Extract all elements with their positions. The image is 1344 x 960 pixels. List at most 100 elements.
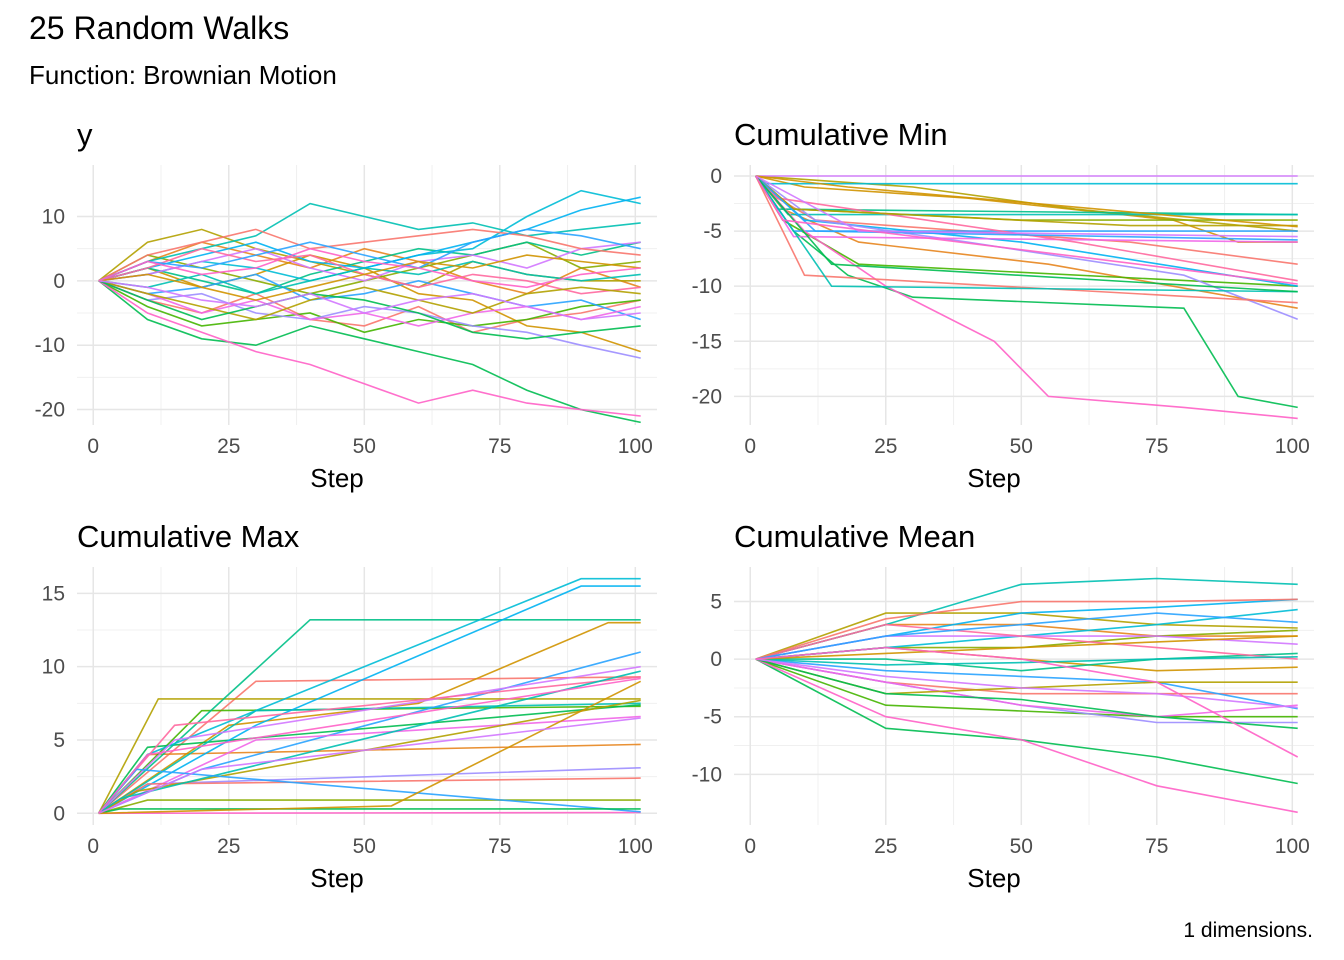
chart-caption: 1 dimensions. — [1183, 919, 1313, 942]
y-tick-label: -10 — [35, 334, 65, 357]
series-line — [98, 280, 641, 334]
x-axis-label: Step — [310, 463, 364, 493]
x-tick-label: 100 — [1275, 835, 1310, 858]
series-line — [98, 228, 641, 282]
series-line — [755, 598, 1298, 660]
x-tick-label: 50 — [353, 435, 376, 458]
chart-subtitle: Function: Brownian Motion — [29, 60, 337, 90]
series-line — [98, 280, 641, 417]
facet-panel: 0 25 50 75 100 0 5 10 15 Cumulative Max Step — [42, 519, 657, 893]
x-tick-label: 25 — [874, 435, 897, 458]
series-line — [755, 658, 1298, 730]
y-tick-label: 0 — [53, 270, 65, 293]
x-tick-label: 75 — [1145, 835, 1168, 858]
series-line — [98, 808, 641, 815]
y-tick-label: 5 — [53, 729, 65, 752]
y-tick-label: -10 — [692, 275, 722, 298]
x-tick-label: 25 — [874, 835, 897, 858]
series-line — [755, 175, 1298, 420]
x-axis-label: Step — [967, 863, 1021, 893]
series-line — [98, 228, 641, 282]
x-tick-label: 100 — [618, 835, 653, 858]
x-tick-label: 50 — [1010, 835, 1033, 858]
series-line — [98, 280, 641, 340]
series-line — [755, 635, 1298, 660]
y-tick-label: -15 — [692, 330, 722, 353]
series-line — [98, 273, 641, 321]
series-line — [755, 175, 1298, 285]
series-line — [98, 621, 641, 814]
x-tick-label: 100 — [1275, 435, 1310, 458]
series-line — [98, 665, 641, 814]
facet-panel: 0 25 50 75 100 -20 -15 -10 -5 0 Cumulative Min Step — [692, 117, 1314, 493]
x-axis-label: Step — [310, 863, 364, 893]
series-line — [98, 799, 641, 815]
series-line — [755, 656, 1298, 666]
y-tick-label: -20 — [35, 399, 65, 422]
series-line — [755, 646, 1299, 758]
series-line — [754, 175, 1298, 304]
series-line — [98, 704, 641, 814]
y-tick-label: 10 — [42, 205, 65, 228]
series-line — [98, 247, 641, 289]
series-line — [755, 175, 1298, 241]
y-tick-label: 0 — [710, 648, 722, 671]
panel-title: y — [77, 117, 93, 152]
series-line — [755, 598, 1298, 660]
series-line — [755, 175, 1298, 320]
series-line — [755, 612, 1298, 660]
series-line — [98, 585, 641, 814]
chart-title: 25 Random Walks — [29, 10, 290, 46]
series-line — [755, 175, 1298, 185]
x-tick-label: 0 — [87, 435, 99, 458]
y-tick-label: 0 — [53, 802, 65, 825]
y-tick-label: 15 — [42, 582, 65, 605]
series-line — [98, 260, 641, 295]
series-line — [98, 680, 642, 815]
x-tick-label: 25 — [217, 435, 240, 458]
x-tick-label: 75 — [488, 435, 511, 458]
series-line — [755, 175, 1298, 293]
y-tick-label: 10 — [42, 656, 65, 679]
x-tick-label: 25 — [217, 835, 240, 858]
x-tick-label: 100 — [618, 435, 653, 458]
x-tick-label: 0 — [87, 835, 99, 858]
x-tick-label: 75 — [1145, 435, 1168, 458]
series-line — [98, 677, 641, 814]
facet-panel: 0 25 50 75 100 -10 -5 0 5 Cumulative Mean Step — [692, 519, 1314, 893]
series-line — [98, 699, 641, 814]
y-tick-label: 5 — [710, 591, 722, 614]
y-tick-label: -20 — [692, 385, 722, 408]
x-tick-label: 50 — [1010, 435, 1033, 458]
y-tick-label: -10 — [692, 763, 722, 786]
series-line — [97, 698, 641, 814]
panel-title: Cumulative Mean — [734, 519, 975, 554]
x-tick-label: 75 — [488, 835, 511, 858]
x-tick-label: 0 — [744, 835, 756, 858]
facet-panel: 0 25 50 75 100 -20 -10 0 10 y Step — [35, 117, 657, 493]
series-line — [755, 658, 1298, 718]
series-line — [755, 623, 1298, 660]
series-line — [755, 658, 1298, 814]
series-line — [98, 715, 641, 815]
series-line — [755, 652, 1298, 672]
series-line — [755, 175, 1298, 228]
series-line — [98, 280, 641, 424]
series-line — [98, 280, 641, 334]
series-line — [98, 280, 641, 321]
series-line — [98, 618, 641, 814]
panel-title: Cumulative Min — [734, 117, 948, 152]
series-line — [98, 202, 641, 282]
series-line — [98, 676, 641, 814]
series-line — [98, 670, 641, 814]
series-line — [755, 658, 1298, 718]
series-line — [98, 280, 641, 321]
series-line — [755, 658, 1298, 710]
series-line — [755, 175, 1298, 238]
y-tick-label: -5 — [703, 706, 722, 729]
y-tick-label: -5 — [703, 220, 722, 243]
series-line — [755, 658, 1298, 709]
x-axis-label: Step — [967, 463, 1021, 493]
y-tick-label: 0 — [710, 165, 722, 188]
x-tick-label: 50 — [353, 835, 376, 858]
